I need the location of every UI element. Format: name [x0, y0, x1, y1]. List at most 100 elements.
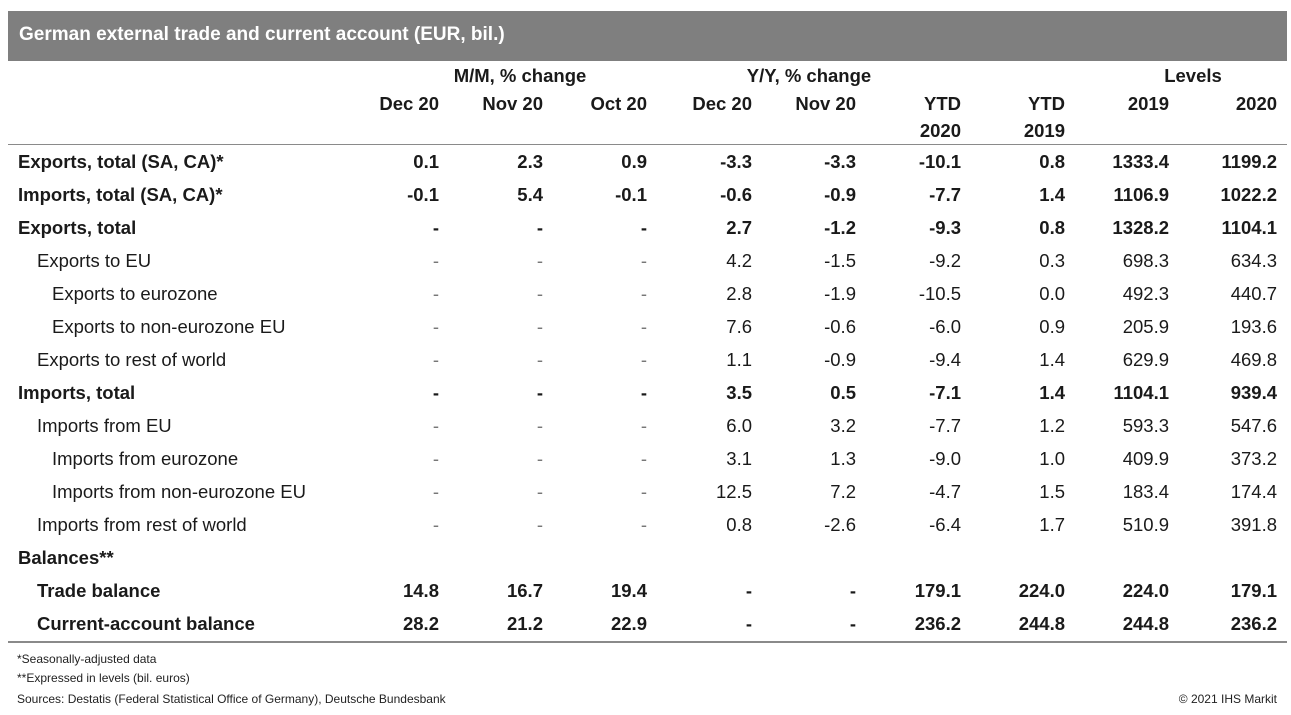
table-cell: 0.3 — [1039, 249, 1066, 271]
table-cell: -0.6 — [720, 183, 752, 205]
header-group-row: M/M, % change Y/Y, % change Levels — [8, 62, 1287, 90]
table-cell: -4.7 — [929, 480, 962, 502]
table-row: Trade balance 14.8 16.7 19.4 - - 179.1 224.0 224… — [8, 574, 1287, 607]
table-cell: -9.4 — [929, 348, 962, 370]
table-cell: - — [640, 480, 647, 502]
table-cell — [856, 541, 961, 574]
table-cell: - — [640, 315, 647, 337]
col-header: 2019 — [1127, 92, 1170, 114]
table-cell: - — [536, 315, 543, 337]
table-cell: 205.9 — [1122, 315, 1170, 337]
table-cell: - — [640, 414, 647, 436]
table-cell: -0.9 — [824, 348, 856, 370]
table-cell: - — [640, 282, 647, 304]
table-cell: 1.2 — [1039, 414, 1066, 436]
title-bar: German external trade and current accoun… — [8, 11, 1287, 61]
table-cell: - — [432, 513, 439, 535]
row-label: Exports to eurozone — [52, 282, 218, 304]
table-cell: 0.9 — [543, 144, 647, 178]
table-cell: -3.3 — [752, 144, 856, 178]
col-header: Dec 20 — [379, 92, 439, 114]
table-cell: 1199.2 — [1169, 144, 1288, 178]
table-cell: 0.9 — [1039, 315, 1066, 337]
table-row: Imports from EU - - - 6.0 3.2 -7.7 1.2 593.3 547.… — [8, 409, 1287, 442]
col-header: YTD — [924, 92, 962, 114]
table-cell: - — [640, 348, 647, 370]
table-cell: - — [745, 612, 752, 634]
table-cell: 593.3 — [1122, 414, 1170, 436]
table-cell: 0.0 — [1039, 282, 1066, 304]
table-cell: - — [745, 579, 752, 601]
table-row: Imports, total - - - 3.5 0.5 -7.1 1.4 1104.1 939.… — [8, 376, 1287, 409]
table-row: Imports, total (SA, CA)* -0.1 5.4 -0.1 -0.6 -… — [8, 178, 1287, 211]
table-cell: -6.4 — [929, 513, 962, 535]
table-cell: 3.2 — [830, 414, 856, 436]
table-row: Imports from non-eurozone EU - - - 12.5 7.2 -4… — [8, 475, 1287, 508]
table-cell: 3.5 — [726, 381, 752, 403]
table-cell — [348, 541, 439, 574]
table-cell: 629.9 — [1122, 348, 1170, 370]
table-cell: -0.1 — [407, 183, 439, 205]
table-row: Balances** — [8, 541, 1287, 574]
table-cell: -0.6 — [824, 315, 856, 337]
table-cell: 236.2 — [1230, 612, 1278, 634]
table-cell: 2.7 — [726, 216, 752, 238]
table-cell: 3.1 — [726, 447, 752, 469]
table-cell: 1.5 — [1039, 480, 1066, 502]
table-cell: - — [536, 249, 543, 271]
table-cell: - — [536, 480, 543, 502]
copyright-note: © 2021 IHS Markit — [1178, 692, 1277, 706]
table-cell: -9.0 — [929, 447, 962, 469]
table-cell: - — [432, 414, 439, 436]
table-cell: 12.5 — [715, 480, 752, 502]
table-cell: 440.7 — [1230, 282, 1278, 304]
table-cell: 0.8 — [1039, 216, 1066, 238]
col-header: Oct 20 — [590, 92, 647, 114]
table-cell: -6.0 — [929, 315, 962, 337]
trade-table: M/M, % change Y/Y, % change Levels Dec 2… — [8, 62, 1288, 640]
table-cell: -7.7 — [929, 414, 962, 436]
table-cell: 4.2 — [726, 249, 752, 271]
table-cell: 1.0 — [1039, 447, 1066, 469]
table-row: Exports, total (SA, CA)* 0.1 2.3 0.9 -3.3 -3.… — [8, 144, 1288, 178]
table-cell: 1328.2 — [1112, 216, 1170, 238]
row-label: Exports to non-eurozone EU — [52, 315, 286, 337]
footnote-levels: **Expressed in levels (bil. euros) — [17, 671, 190, 685]
table-cell: 1104.1 — [1221, 216, 1278, 238]
group-header-yy: Y/Y, % change — [746, 65, 872, 86]
table-cell: 409.9 — [1122, 447, 1170, 469]
table-cell: 510.9 — [1122, 513, 1170, 535]
group-header-levels: Levels — [1164, 65, 1222, 86]
table-cell: -9.3 — [929, 216, 962, 238]
table-cell: 373.2 — [1230, 447, 1278, 469]
table-cell: 21.2 — [506, 612, 543, 634]
table-cell: 179.1 — [914, 579, 962, 601]
col-header-year: 2020 — [919, 119, 962, 141]
table-cell: - — [432, 216, 439, 238]
table-row: Exports to EU - - - 4.2 -1.5 -9.2 0.3 698.3 634.3 — [8, 244, 1287, 277]
table-cell: 0.1 — [348, 144, 439, 178]
table-cell: - — [849, 579, 856, 601]
sources-note: Sources: Destatis (Federal Statistical O… — [17, 692, 446, 706]
row-label: Imports from non-eurozone EU — [52, 480, 306, 502]
table-cell: 634.3 — [1230, 249, 1278, 271]
table-cell — [752, 541, 856, 574]
table-cell: -7.7 — [929, 183, 962, 205]
table-row: Current-account balance 28.2 21.2 22.9 - - 236… — [8, 607, 1287, 640]
table-cell: 5.4 — [517, 183, 543, 205]
table-cell: 391.8 — [1230, 513, 1278, 535]
table-cell: 174.4 — [1230, 480, 1278, 502]
table-cell: 183.4 — [1122, 480, 1170, 502]
row-label: Current-account balance — [37, 612, 255, 634]
table-cell: - — [536, 282, 543, 304]
table-cell: 14.8 — [402, 579, 439, 601]
row-label: Exports to rest of world — [37, 348, 227, 370]
table-cell: 224.0 — [1018, 579, 1066, 601]
table-cell: 1.4 — [1039, 381, 1066, 403]
row-label: Balances** — [18, 546, 114, 568]
table-cell: - — [432, 348, 439, 370]
table-cell: -7.1 — [929, 381, 962, 403]
col-header: 2020 — [1235, 92, 1278, 114]
row-label: Imports from rest of world — [37, 513, 247, 535]
table-cell: 244.8 — [1122, 612, 1170, 634]
